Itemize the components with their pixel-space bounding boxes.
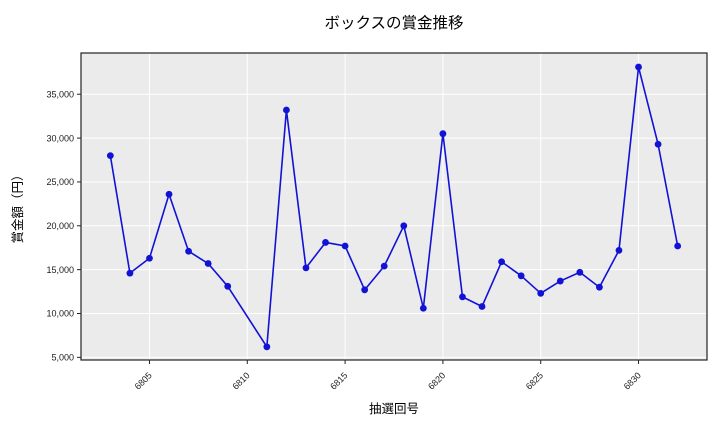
x-tick-label: 6830 (622, 370, 643, 391)
y-tick-label: 10,000 (46, 309, 74, 319)
data-point (654, 140, 662, 148)
data-point (419, 304, 427, 312)
chart-title: ボックスの賞金推移 (324, 14, 463, 32)
y-tick-label: 15,000 (46, 265, 74, 275)
data-point (459, 293, 466, 301)
data-point (517, 272, 525, 280)
y-axis-label: 賞金額（円） (10, 168, 25, 243)
x-tick-label: 6805 (133, 370, 154, 391)
data-point (204, 260, 212, 267)
x-tick-label: 6810 (230, 370, 251, 391)
plot-background-layer (81, 53, 707, 360)
data-point (596, 283, 603, 291)
data-point (478, 303, 486, 310)
y-tick-label: 20,000 (46, 221, 74, 231)
y-tick-label: 5,000 (51, 353, 74, 363)
axes-layer (80, 52, 708, 361)
x-tick-label: 6815 (328, 370, 349, 391)
x-tick-label: 6825 (524, 370, 545, 391)
data-point (380, 262, 388, 270)
data-point (361, 286, 369, 294)
y-tick-label: 35,000 (46, 89, 74, 99)
data-point (498, 258, 505, 266)
data-point (439, 130, 447, 138)
data-point (263, 343, 271, 351)
plot-area (81, 53, 707, 360)
plot-frame (80, 52, 708, 361)
data-point (537, 289, 545, 297)
data-point (165, 190, 173, 198)
data-point (302, 264, 310, 272)
y-tick-label: 25,000 (46, 177, 74, 187)
data-point (400, 222, 408, 230)
data-point (635, 63, 642, 71)
data-point (224, 282, 232, 290)
data-point (322, 239, 329, 246)
data-point (576, 268, 584, 276)
data-point (126, 269, 134, 277)
data-point (556, 277, 564, 285)
data-point (615, 246, 623, 254)
data-point (341, 242, 349, 250)
data-point (674, 242, 682, 250)
gridline-layer (81, 53, 707, 360)
data-point (106, 152, 114, 160)
data-point (146, 254, 153, 262)
y-tick-label: 30,000 (46, 133, 74, 143)
x-tick-label: 6820 (426, 370, 447, 391)
x-axis-label: 抽選回号 (369, 402, 419, 416)
data-point (283, 106, 290, 114)
data-point (185, 247, 192, 255)
data-layer (106, 63, 682, 351)
